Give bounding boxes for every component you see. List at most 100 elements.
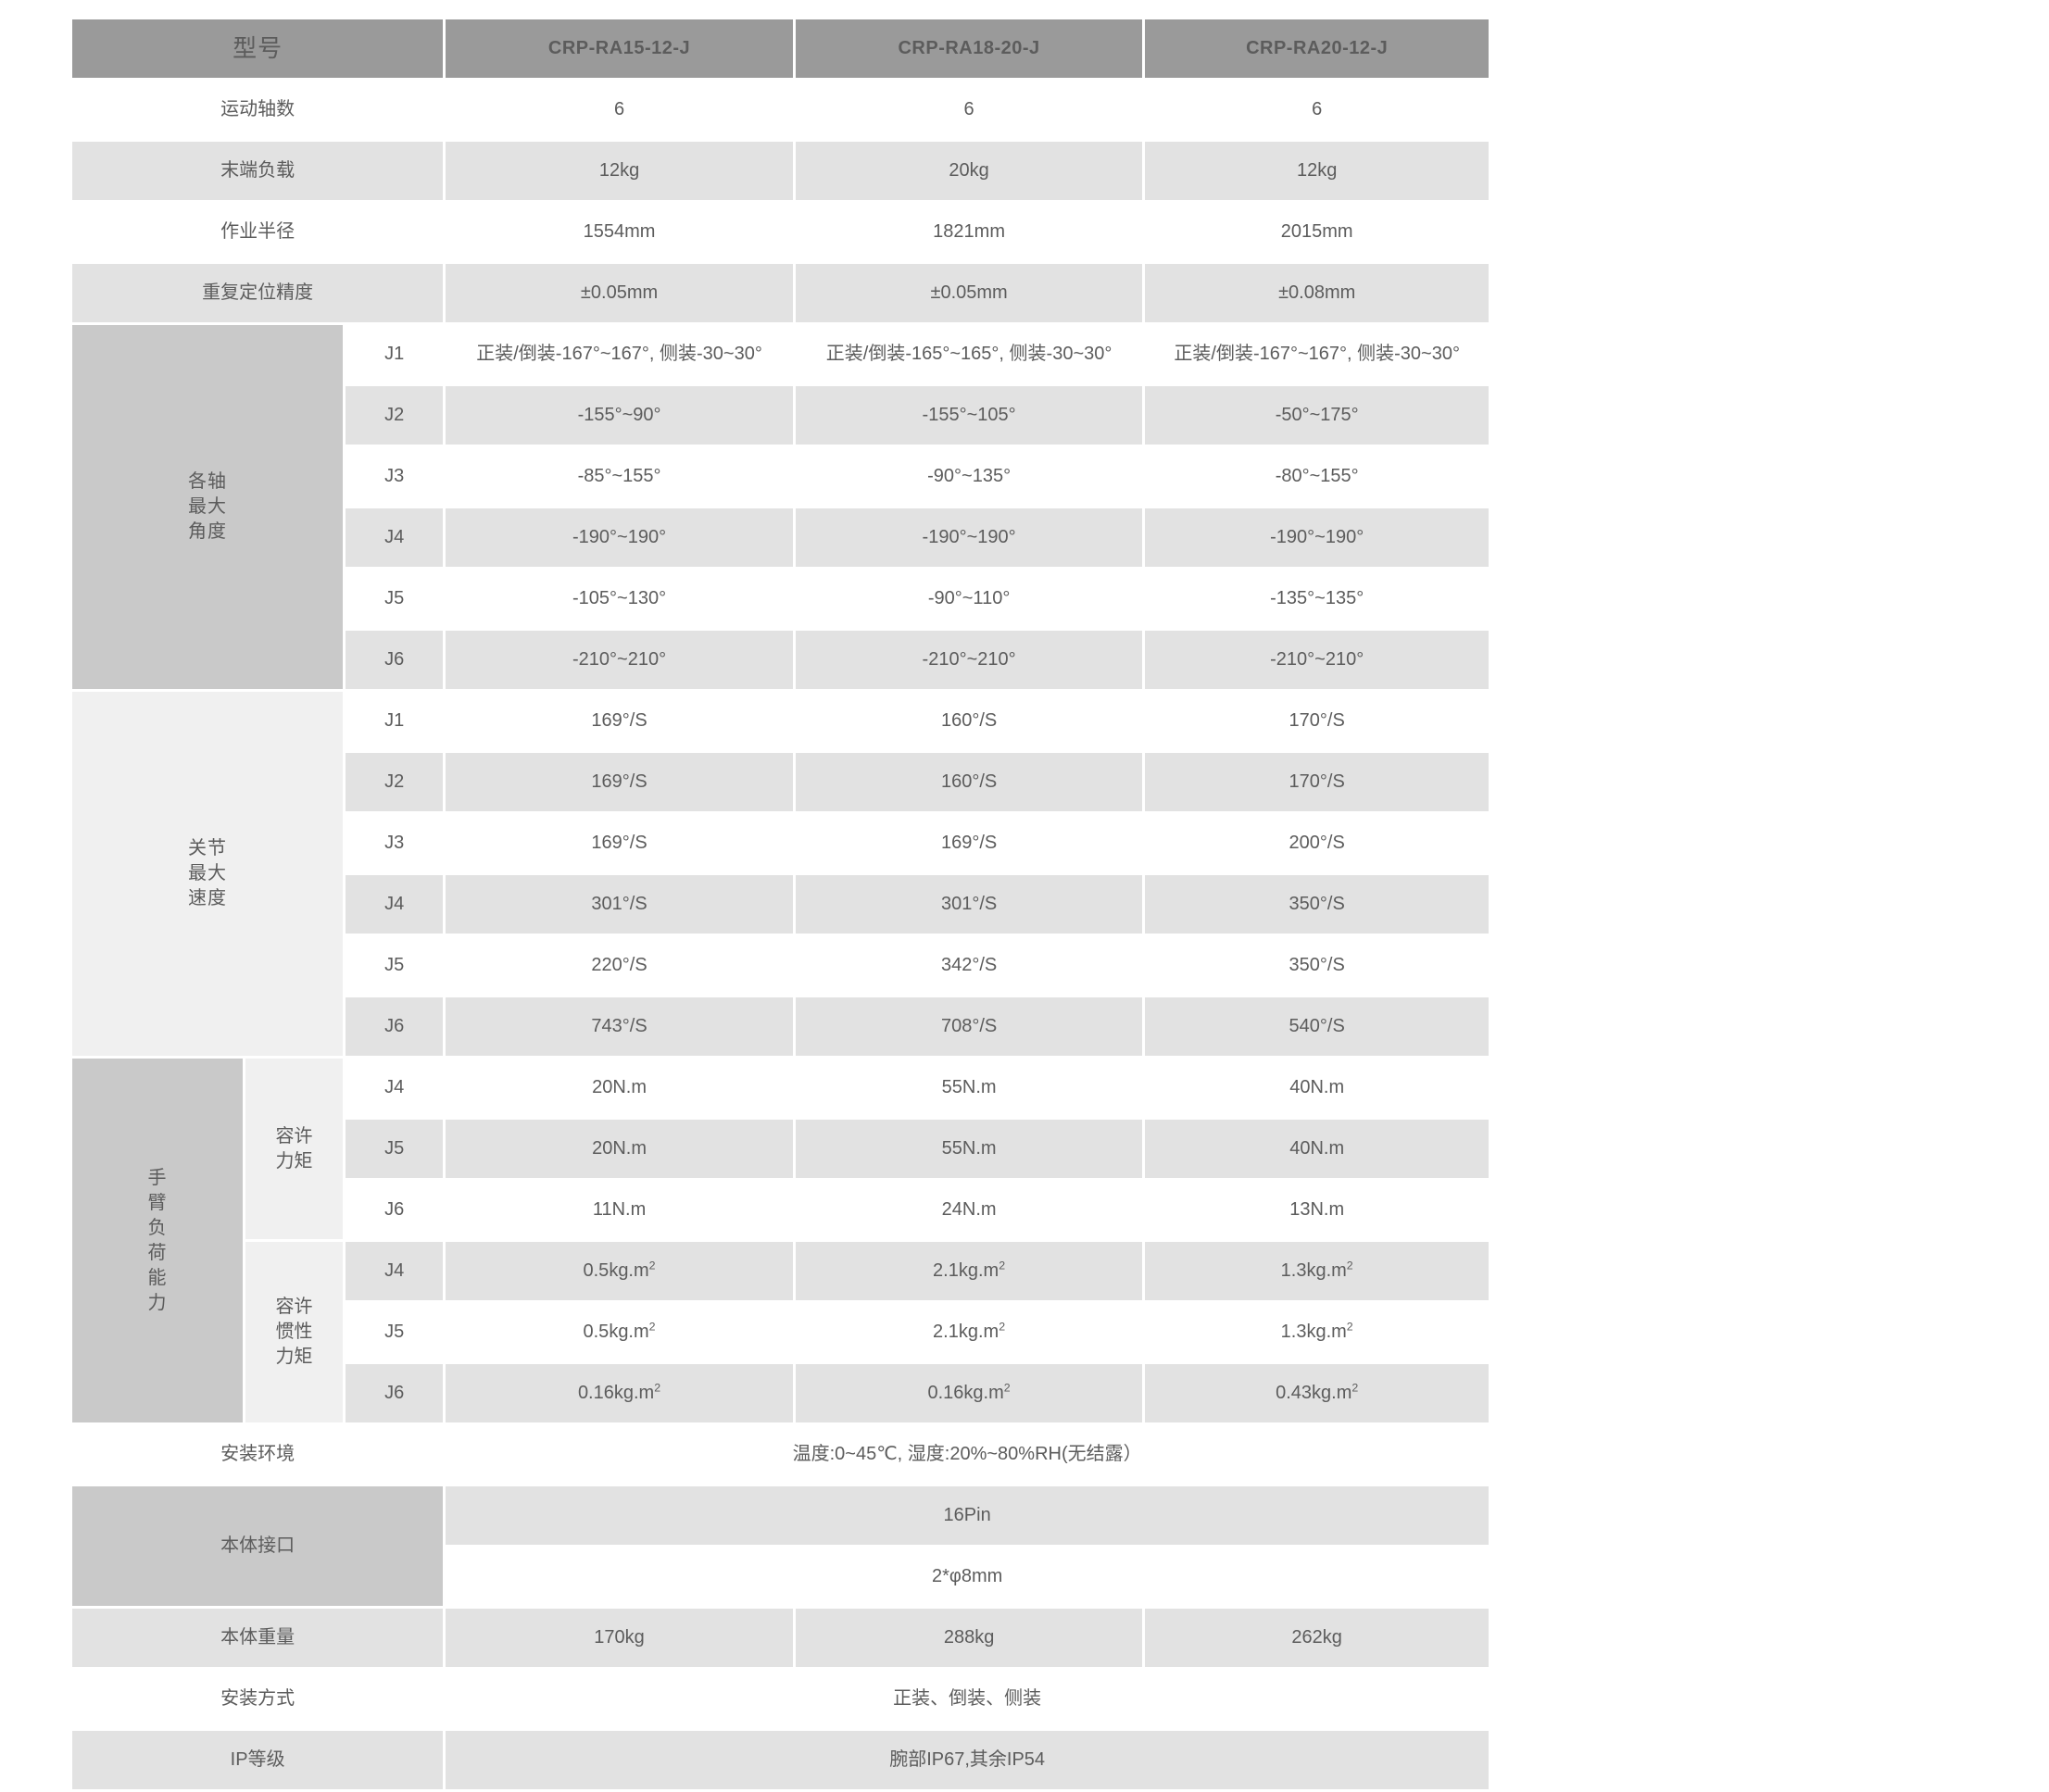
- group-label-line: 最大: [188, 863, 228, 883]
- cell-speed-j4-2: 301°/S: [795, 875, 1143, 934]
- group-label-line: 速度: [188, 888, 228, 909]
- cell-torque-j4-3: 40N.m: [1145, 1059, 1489, 1117]
- axis-label-j6: J6: [346, 631, 444, 689]
- table-row: J3 -85°~155° -90°~135° -80°~155°: [72, 447, 1489, 506]
- header-model-2: CRP-RA18-20-J: [795, 19, 1143, 78]
- cell-repeatability-3: ±0.08mm: [1145, 264, 1489, 322]
- cell-inertia-j4-3: 1.3kg.m2: [1145, 1242, 1489, 1300]
- table-row: 重复定位精度 ±0.05mm ±0.05mm ±0.08mm: [72, 264, 1489, 322]
- cell-angle-j4-2: -190°~190°: [795, 508, 1143, 567]
- cell-inertia-j6-3: 0.43kg.m2: [1145, 1364, 1489, 1422]
- cell-axis-count-1: 6: [446, 81, 793, 139]
- axis-label-torque-j5: J5: [346, 1120, 444, 1178]
- inertia-exponent: 2: [1003, 1381, 1011, 1395]
- cell-torque-j4-2: 55N.m: [795, 1059, 1143, 1117]
- cell-torque-j6-1: 11N.m: [446, 1181, 793, 1239]
- cell-angle-j6-1: -210°~210°: [446, 631, 793, 689]
- inertia-exponent: 2: [1346, 1259, 1353, 1272]
- inertia-unit: kg.m: [958, 1322, 999, 1342]
- cell-angle-j4-1: -190°~190°: [446, 508, 793, 567]
- group-label-line: 关节: [188, 838, 228, 858]
- specification-table: 型号 CRP-RA15-12-J CRP-RA18-20-J CRP-RA20-…: [69, 17, 1491, 1792]
- table-row: 2*φ8mm: [72, 1548, 1489, 1606]
- table-row: J6 0.16kg.m2 0.16kg.m2 0.43kg.m2: [72, 1364, 1489, 1422]
- inertia-exponent: 2: [648, 1259, 656, 1272]
- cell-speed-j2-3: 170°/S: [1145, 753, 1489, 811]
- table-row: 关节 最大 速度 J1 169°/S 160°/S 170°/S: [72, 692, 1489, 1056]
- cell-torque-j6-2: 24N.m: [795, 1181, 1143, 1239]
- cell-angle-j5-3: -135°~135°: [1145, 570, 1489, 628]
- row-label-weight: 本体重量: [72, 1609, 444, 1667]
- cell-angle-j1-1: 正装/倒装-167°~167°, 侧装-30~30°: [446, 325, 793, 383]
- cell-inertia-j6-2: 0.16kg.m2: [795, 1364, 1143, 1422]
- inertia-exponent: 2: [999, 1259, 1006, 1272]
- cell-inertia-j5-1: 0.5kg.m2: [446, 1303, 793, 1361]
- row-label-interface: 本体接口: [72, 1486, 444, 1606]
- cell-weight-2: 288kg: [795, 1609, 1143, 1667]
- cell-torque-j6-3: 13N.m: [1145, 1181, 1489, 1239]
- axis-label-speed-j1: J1: [346, 692, 444, 750]
- table-header-row: 型号 CRP-RA15-12-J CRP-RA18-20-J CRP-RA20-…: [72, 19, 1489, 78]
- cell-speed-j4-1: 301°/S: [446, 875, 793, 934]
- table-row: 安装方式 正装、倒装、侧装: [72, 1670, 1489, 1728]
- header-model-1: CRP-RA15-12-J: [446, 19, 793, 78]
- cell-torque-j4-1: 20N.m: [446, 1059, 793, 1117]
- inertia-unit: kg.m: [609, 1322, 649, 1342]
- cell-angle-j5-2: -90°~110°: [795, 570, 1143, 628]
- cell-speed-j6-2: 708°/S: [795, 997, 1143, 1056]
- axis-label-j1: J1: [346, 325, 444, 383]
- inertia-exponent: 2: [999, 1320, 1006, 1334]
- table-row: J6 11N.m 24N.m 13N.m: [72, 1181, 1489, 1239]
- cell-angle-j6-2: -210°~210°: [795, 631, 1143, 689]
- cell-angle-j2-1: -155°~90°: [446, 386, 793, 445]
- cell-angle-j3-3: -80°~155°: [1145, 447, 1489, 506]
- row-label-reach: 作业半径: [72, 203, 444, 261]
- group-label-line: 负: [147, 1217, 168, 1238]
- axis-label-speed-j4: J4: [346, 875, 444, 934]
- group-label-line: 手: [147, 1167, 168, 1188]
- table-row: 作业半径 1554mm 1821mm 2015mm: [72, 203, 1489, 261]
- inertia-value: 1.3: [1280, 1260, 1307, 1281]
- cell-speed-j6-1: 743°/S: [446, 997, 793, 1056]
- sub-label-line: 惯性: [275, 1322, 313, 1342]
- header-model-3: CRP-RA20-12-J: [1145, 19, 1489, 78]
- cell-angle-j6-3: -210°~210°: [1145, 631, 1489, 689]
- axis-label-j3: J3: [346, 447, 444, 506]
- table-row: J6 -210°~210° -210°~210° -210°~210°: [72, 631, 1489, 689]
- cell-reach-3: 2015mm: [1145, 203, 1489, 261]
- cell-interface-air: 2*φ8mm: [446, 1548, 1489, 1606]
- cell-reach-1: 1554mm: [446, 203, 793, 261]
- inertia-exponent: 2: [654, 1381, 661, 1395]
- table-row: J5 220°/S 342°/S 350°/S: [72, 936, 1489, 995]
- group-label-line: 荷: [147, 1242, 168, 1263]
- cell-environment-value: 温度:0~45℃, 湿度:20%~80%RH(无结露）: [446, 1425, 1489, 1484]
- inertia-exponent: 2: [1346, 1320, 1353, 1334]
- row-label-repeatability: 重复定位精度: [72, 264, 444, 322]
- cell-angle-j5-1: -105°~130°: [446, 570, 793, 628]
- cell-speed-j1-3: 170°/S: [1145, 692, 1489, 750]
- inertia-value: 0.43: [1276, 1383, 1313, 1403]
- cell-inertia-j4-2: 2.1kg.m2: [795, 1242, 1143, 1300]
- table-row: J5 -105°~130° -90°~110° -135°~135°: [72, 570, 1489, 628]
- cell-torque-j5-1: 20N.m: [446, 1120, 793, 1178]
- inertia-unit: kg.m: [963, 1383, 1004, 1403]
- table-row: 安装环境 温度:0~45℃, 湿度:20%~80%RH(无结露）: [72, 1425, 1489, 1484]
- table-row: 本体重量 170kg 288kg 262kg: [72, 1609, 1489, 1667]
- axis-label-inertia-j6: J6: [346, 1364, 444, 1422]
- row-label-mounting: 安装方式: [72, 1670, 444, 1728]
- cell-speed-j4-3: 350°/S: [1145, 875, 1489, 934]
- table-row: J4 301°/S 301°/S 350°/S: [72, 875, 1489, 934]
- axis-label-j2: J2: [346, 386, 444, 445]
- cell-repeatability-2: ±0.05mm: [795, 264, 1143, 322]
- group-label-joint-speed: 关节 最大 速度: [72, 692, 344, 1056]
- table-row: J5 20N.m 55N.m 40N.m: [72, 1120, 1489, 1178]
- axis-label-inertia-j5: J5: [346, 1303, 444, 1361]
- cell-payload-1: 12kg: [446, 142, 793, 200]
- cell-inertia-j5-3: 1.3kg.m2: [1145, 1303, 1489, 1361]
- table-row: 运动轴数 6 6 6: [72, 81, 1489, 139]
- table-row: J6 743°/S 708°/S 540°/S: [72, 997, 1489, 1056]
- cell-weight-1: 170kg: [446, 1609, 793, 1667]
- group-label-line: 最大: [188, 496, 228, 517]
- cell-speed-j3-3: 200°/S: [1145, 814, 1489, 872]
- row-label-payload: 末端负载: [72, 142, 444, 200]
